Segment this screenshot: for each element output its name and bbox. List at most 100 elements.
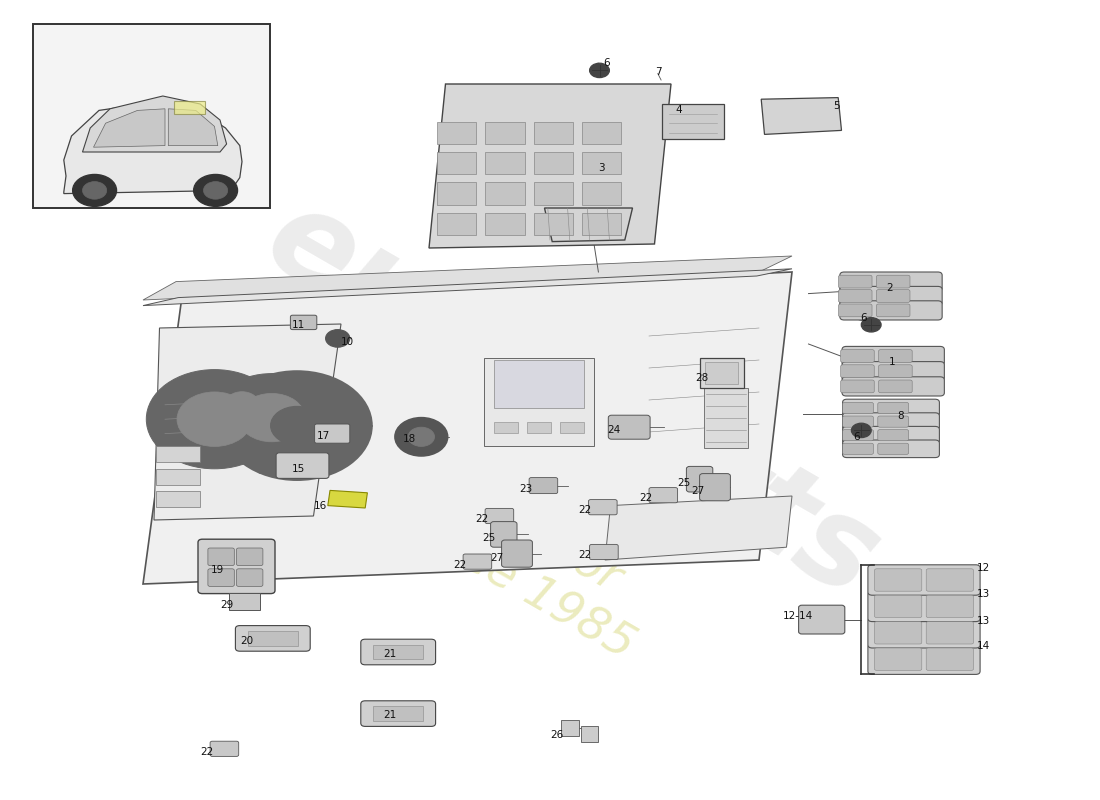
Bar [484, 358, 594, 446]
Polygon shape [143, 256, 792, 300]
Bar [373, 645, 424, 659]
Bar [437, 122, 476, 144]
Text: 27: 27 [491, 553, 504, 562]
FancyBboxPatch shape [290, 315, 317, 330]
Text: a passion for
parts since 1985: a passion for parts since 1985 [278, 387, 668, 669]
FancyBboxPatch shape [208, 569, 234, 586]
Text: 29: 29 [220, 600, 233, 610]
FancyBboxPatch shape [926, 622, 974, 644]
Bar [485, 182, 525, 205]
Bar [561, 720, 579, 736]
Text: 27: 27 [691, 486, 704, 496]
Bar [582, 213, 621, 235]
Bar [156, 469, 200, 485]
Circle shape [590, 63, 609, 78]
FancyBboxPatch shape [700, 474, 730, 501]
Bar [156, 491, 200, 507]
Circle shape [211, 374, 332, 462]
FancyBboxPatch shape [236, 569, 263, 586]
Circle shape [326, 330, 350, 347]
Bar [485, 122, 525, 144]
FancyBboxPatch shape [840, 380, 874, 393]
Text: 6: 6 [854, 432, 860, 442]
FancyBboxPatch shape [502, 540, 532, 567]
FancyBboxPatch shape [879, 350, 912, 362]
Text: 13: 13 [977, 589, 990, 598]
FancyBboxPatch shape [843, 346, 944, 366]
Text: 22: 22 [453, 560, 466, 570]
Polygon shape [64, 106, 242, 194]
FancyBboxPatch shape [485, 509, 514, 524]
Circle shape [861, 318, 881, 332]
Text: 20: 20 [240, 636, 253, 646]
Text: 17: 17 [317, 431, 330, 441]
FancyBboxPatch shape [874, 648, 922, 670]
FancyBboxPatch shape [529, 478, 558, 494]
FancyBboxPatch shape [840, 272, 942, 291]
Text: 14: 14 [977, 642, 990, 651]
Bar [373, 706, 424, 721]
Bar [527, 422, 551, 433]
Text: 22: 22 [639, 494, 652, 503]
Text: 8: 8 [898, 411, 904, 421]
FancyBboxPatch shape [649, 487, 678, 503]
FancyBboxPatch shape [840, 365, 874, 378]
FancyBboxPatch shape [843, 362, 944, 381]
Circle shape [73, 174, 117, 206]
FancyBboxPatch shape [879, 365, 912, 378]
FancyBboxPatch shape [874, 622, 922, 644]
FancyBboxPatch shape [926, 569, 974, 591]
Polygon shape [328, 490, 367, 508]
FancyBboxPatch shape [843, 377, 944, 396]
Polygon shape [143, 272, 792, 584]
FancyBboxPatch shape [879, 380, 912, 393]
Circle shape [408, 427, 435, 446]
Bar [33, 24, 270, 208]
Circle shape [146, 370, 283, 469]
FancyBboxPatch shape [877, 275, 910, 288]
Circle shape [851, 423, 871, 438]
Bar [662, 104, 724, 139]
FancyBboxPatch shape [868, 591, 980, 622]
Text: 22: 22 [579, 506, 592, 515]
FancyBboxPatch shape [874, 569, 922, 591]
Text: 13: 13 [977, 616, 990, 626]
Circle shape [177, 392, 252, 446]
FancyBboxPatch shape [198, 539, 275, 594]
Bar [156, 446, 200, 462]
Bar [494, 360, 584, 408]
FancyBboxPatch shape [843, 399, 939, 417]
Text: 5: 5 [833, 101, 839, 110]
Text: 21: 21 [383, 650, 396, 659]
Text: 12: 12 [977, 563, 990, 573]
Circle shape [239, 394, 305, 442]
FancyBboxPatch shape [843, 430, 873, 441]
Polygon shape [154, 324, 341, 520]
Bar [248, 631, 298, 646]
FancyBboxPatch shape [843, 443, 873, 454]
FancyBboxPatch shape [840, 301, 942, 320]
FancyBboxPatch shape [877, 290, 910, 302]
Bar [437, 182, 476, 205]
Polygon shape [168, 109, 218, 146]
Polygon shape [605, 496, 792, 560]
Circle shape [204, 182, 228, 199]
FancyBboxPatch shape [315, 424, 350, 443]
Text: 23: 23 [519, 484, 532, 494]
Bar [534, 122, 573, 144]
Text: 21: 21 [383, 710, 396, 720]
Bar [705, 362, 738, 384]
FancyBboxPatch shape [838, 290, 872, 302]
FancyBboxPatch shape [878, 430, 909, 441]
Bar [704, 388, 748, 448]
FancyBboxPatch shape [868, 565, 980, 595]
FancyBboxPatch shape [799, 605, 845, 634]
FancyBboxPatch shape [838, 304, 872, 317]
FancyBboxPatch shape [361, 639, 436, 665]
FancyBboxPatch shape [868, 644, 980, 674]
Polygon shape [143, 269, 792, 306]
Polygon shape [544, 208, 632, 242]
FancyBboxPatch shape [608, 415, 650, 439]
FancyBboxPatch shape [843, 426, 939, 444]
Text: 16: 16 [314, 501, 327, 510]
